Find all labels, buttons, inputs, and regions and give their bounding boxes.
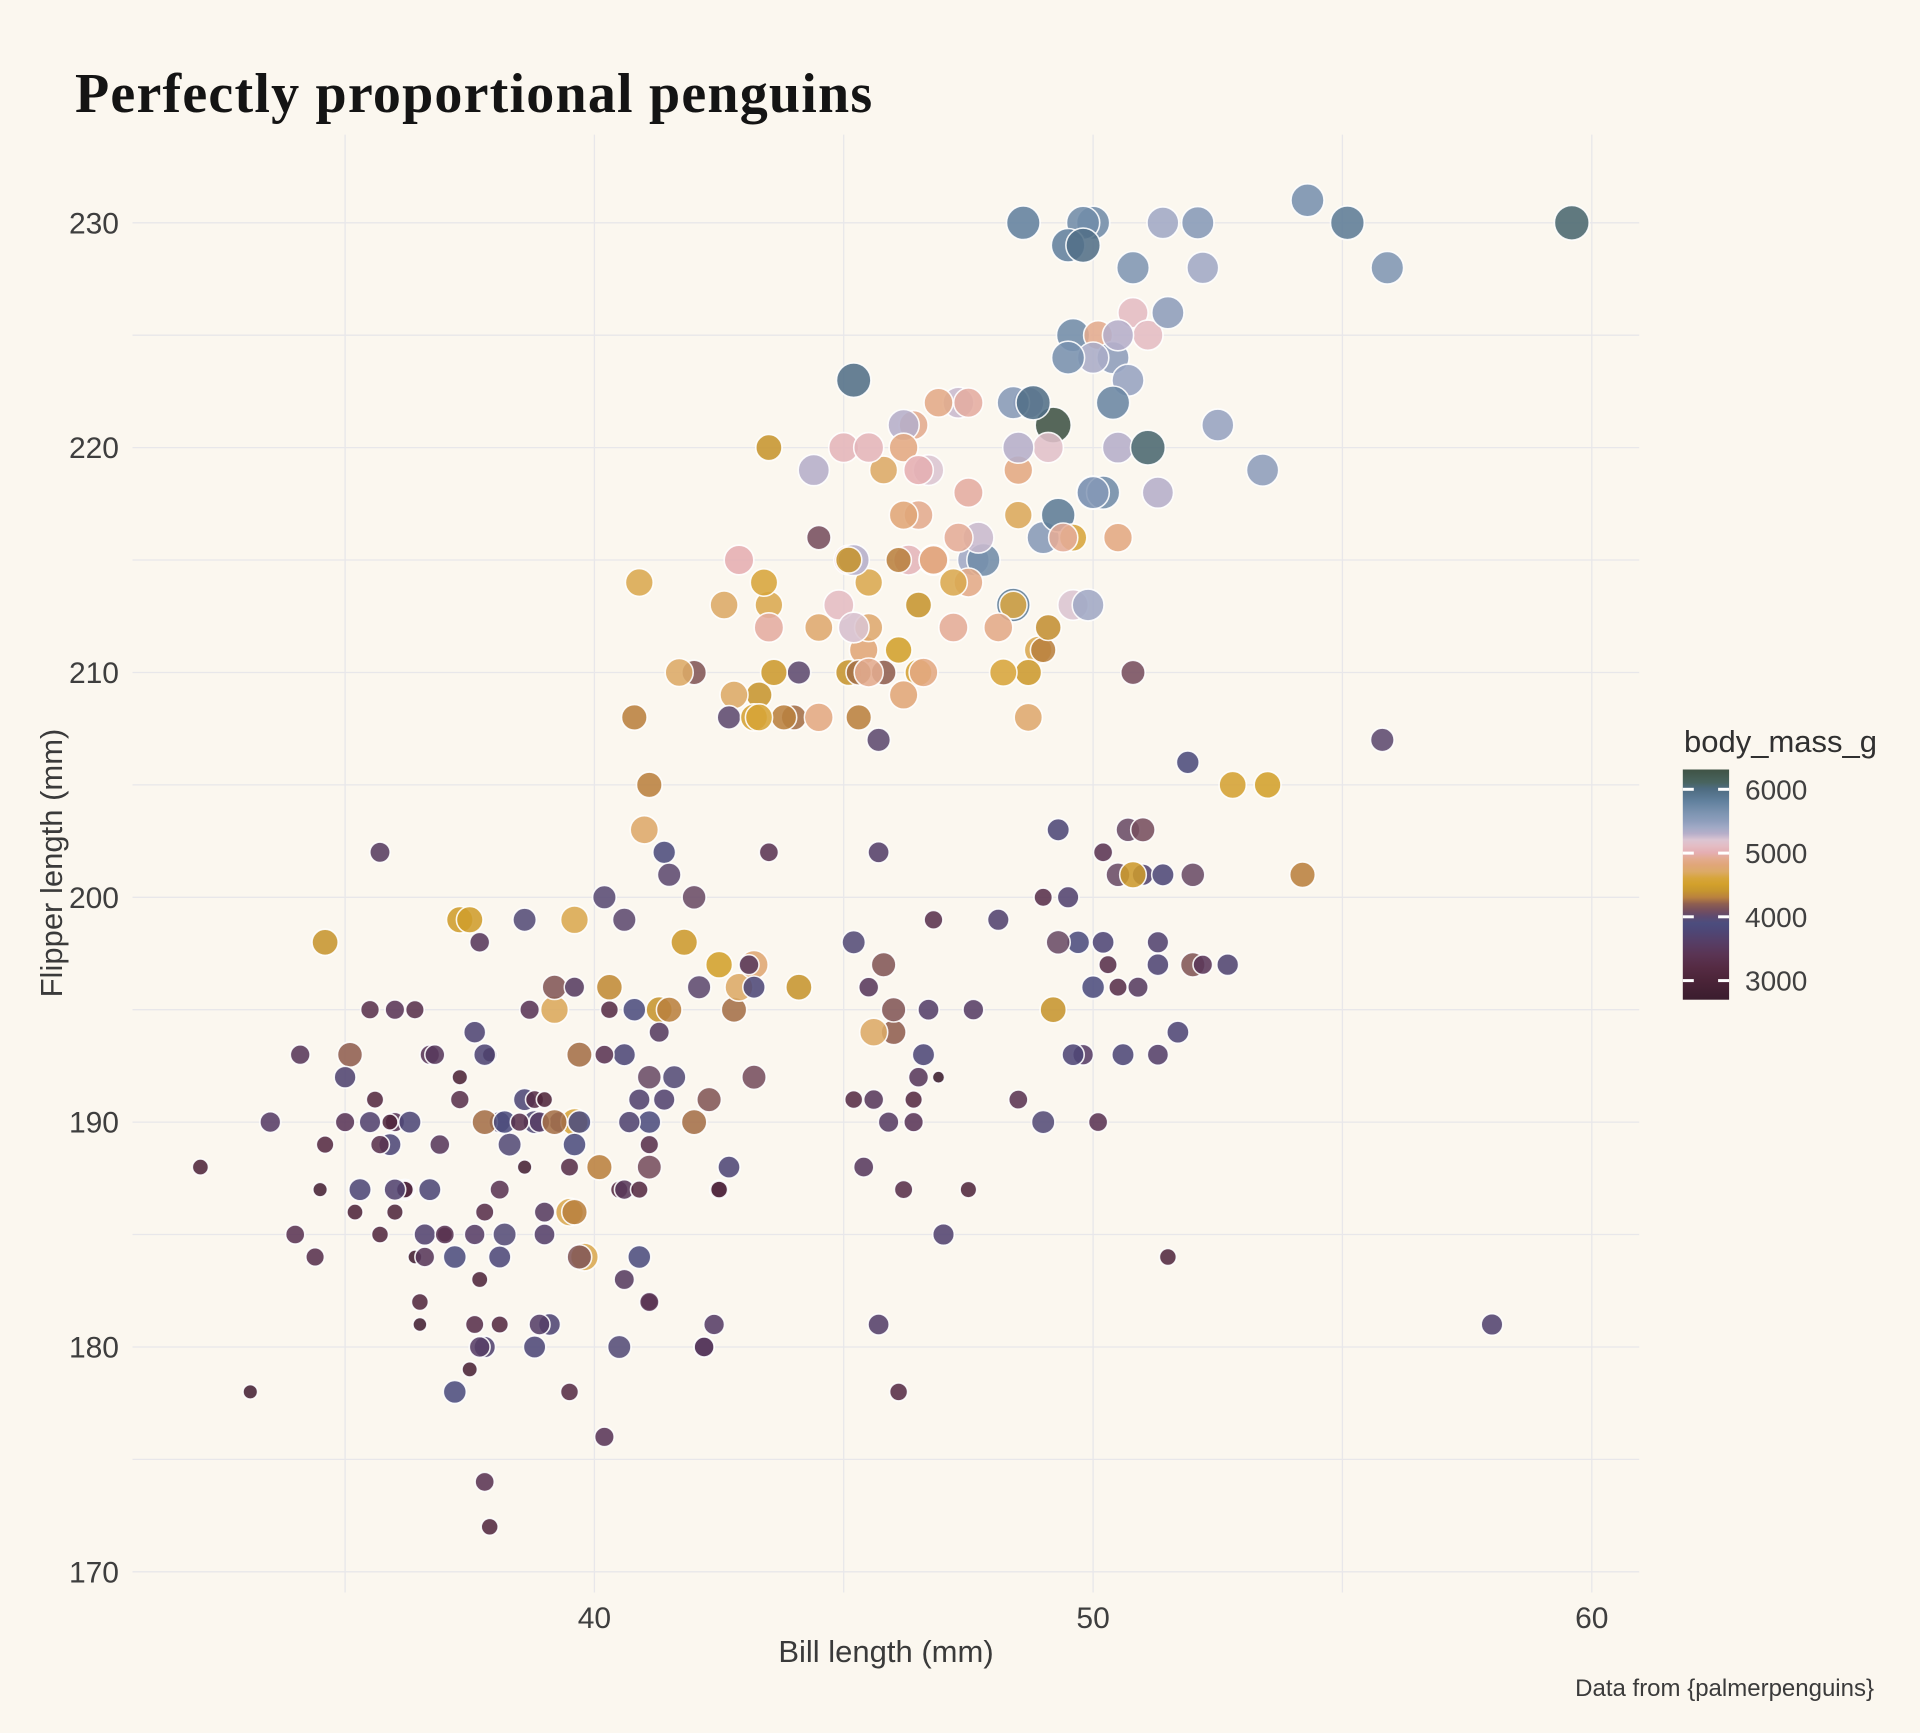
svg-text:200: 200 bbox=[69, 882, 119, 915]
svg-text:170: 170 bbox=[69, 1556, 119, 1589]
svg-text:220: 220 bbox=[69, 432, 119, 465]
svg-text:50: 50 bbox=[1076, 1602, 1109, 1635]
svg-text:Data from {palmerpenguins}: Data from {palmerpenguins} bbox=[1575, 1675, 1874, 1702]
svg-text:40: 40 bbox=[578, 1602, 611, 1635]
svg-text:body_mass_g: body_mass_g bbox=[1684, 724, 1877, 759]
svg-text:230: 230 bbox=[69, 207, 119, 240]
svg-text:190: 190 bbox=[69, 1107, 119, 1140]
svg-text:210: 210 bbox=[69, 657, 119, 690]
svg-text:60: 60 bbox=[1575, 1602, 1608, 1635]
svg-text:Flipper length (mm): Flipper length (mm) bbox=[34, 729, 69, 998]
svg-text:Bill length (mm): Bill length (mm) bbox=[778, 1634, 993, 1669]
svg-text:180: 180 bbox=[69, 1332, 119, 1365]
svg-text:6000: 6000 bbox=[1745, 774, 1807, 805]
svg-text:3000: 3000 bbox=[1745, 966, 1807, 997]
svg-text:4000: 4000 bbox=[1745, 902, 1807, 933]
svg-text:Perfectly proportional penguin: Perfectly proportional penguins bbox=[75, 63, 873, 125]
svg-text:5000: 5000 bbox=[1745, 838, 1807, 869]
